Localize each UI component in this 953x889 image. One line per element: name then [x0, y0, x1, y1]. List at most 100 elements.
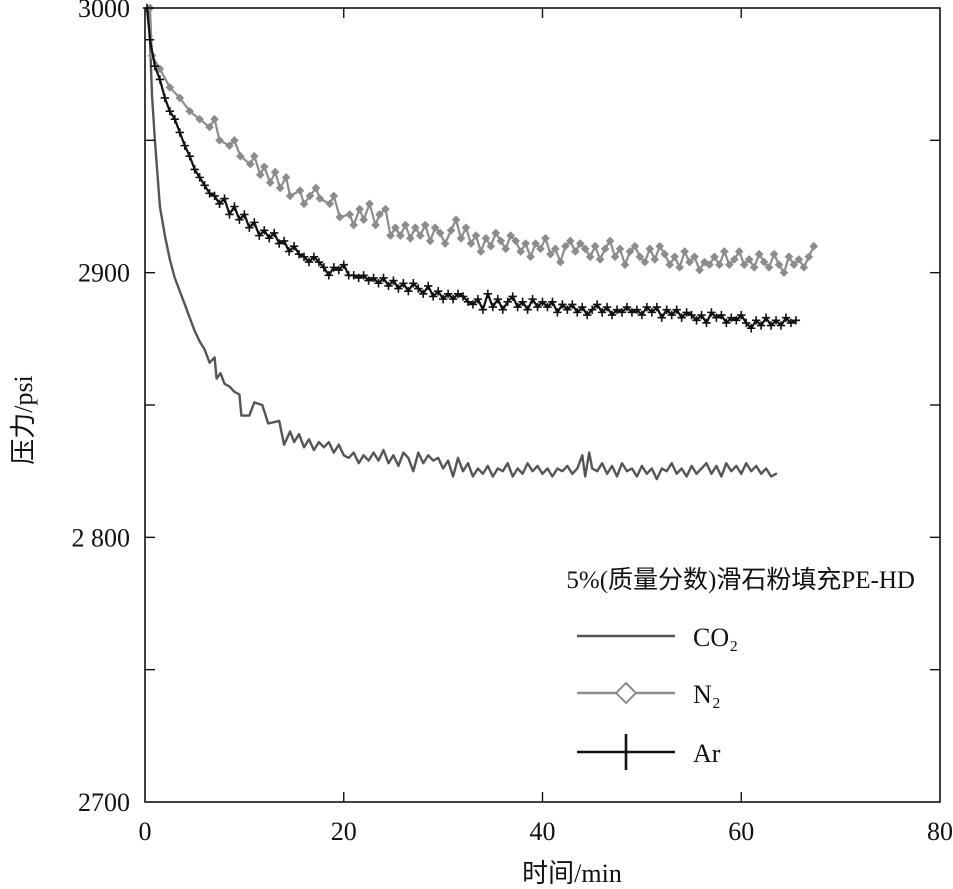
series-3-marker	[245, 223, 254, 232]
series-2-marker	[749, 263, 759, 272]
series-3-marker	[414, 284, 423, 293]
series-2-marker	[650, 255, 660, 264]
series-2-marker	[440, 239, 450, 248]
series-2-marker	[185, 106, 195, 116]
series-3-marker	[438, 294, 448, 304]
series-2-marker	[734, 247, 744, 256]
series-2-marker	[546, 249, 555, 259]
series-3-marker	[349, 271, 358, 280]
series-2-marker	[325, 199, 335, 209]
series-2-marker	[285, 191, 295, 201]
series-3-marker	[697, 310, 706, 320]
series-3-marker	[662, 305, 671, 314]
series-3-marker	[394, 284, 403, 293]
series-2-marker	[345, 210, 355, 219]
series-3-marker	[687, 310, 696, 320]
series-3-marker	[682, 308, 691, 317]
series-3-marker	[399, 279, 408, 288]
x-tick-label: 20	[331, 817, 357, 846]
series-2-marker	[195, 114, 204, 124]
series-3-marker	[260, 226, 269, 235]
series-2-marker	[305, 191, 315, 201]
series-2-marker	[506, 231, 516, 240]
series-3-marker	[384, 281, 393, 291]
series-2-marker	[580, 244, 590, 254]
series-3-marker	[448, 294, 458, 304]
series-3-marker	[543, 302, 552, 312]
series-2-marker	[630, 241, 640, 251]
series-2-marker	[270, 167, 280, 177]
series-2-marker	[620, 260, 630, 270]
series-2-marker	[430, 223, 440, 232]
series-3-marker	[463, 297, 473, 306]
series-3-marker	[563, 305, 572, 314]
series-3-marker	[508, 292, 517, 301]
series-3-marker	[205, 189, 214, 198]
series-3-marker	[732, 316, 741, 325]
series-3-marker	[359, 271, 368, 280]
series-3-marker	[265, 234, 274, 243]
series-3-marker	[478, 305, 488, 314]
series-2-marker	[511, 236, 520, 246]
series-3-marker	[225, 210, 234, 219]
series-2-marker	[541, 233, 550, 243]
series-3-marker	[329, 263, 339, 272]
y-tick-label: 2 800	[72, 523, 131, 552]
series-3-marker	[498, 305, 507, 314]
series-3-marker	[334, 265, 343, 275]
series-3-marker	[364, 276, 373, 285]
series-3-marker	[568, 300, 577, 309]
series-3-marker	[717, 310, 726, 320]
series-3-marker	[468, 300, 478, 309]
series-3-marker	[195, 173, 204, 182]
series-3-marker	[309, 252, 319, 261]
series-3-marker	[235, 215, 244, 224]
series-2-marker	[660, 249, 670, 259]
series-2-marker	[501, 244, 511, 254]
series-2-marker	[175, 93, 185, 103]
series-3-marker	[170, 114, 180, 124]
series-2-marker	[225, 141, 234, 150]
series-3-marker	[791, 316, 801, 325]
series-2-marker	[635, 252, 645, 262]
series-3-marker	[369, 273, 378, 283]
series-2-marker	[600, 244, 610, 254]
series-2-marker	[355, 204, 364, 214]
series-3-marker	[443, 289, 453, 299]
series-2-marker	[391, 223, 400, 232]
series-3-marker	[528, 294, 537, 304]
series-2-marker	[536, 244, 545, 254]
series-3-marker	[220, 194, 229, 203]
series-3-marker	[180, 141, 189, 150]
series-3-marker	[617, 308, 627, 317]
series-3-line	[145, 6, 797, 330]
series-2-marker	[705, 260, 714, 270]
series-3-marker	[746, 324, 756, 333]
series-2-marker	[476, 247, 486, 256]
legend-item: N₂	[577, 680, 721, 709]
series-3-marker	[493, 294, 502, 304]
series-3-marker	[200, 181, 209, 190]
series-2-marker	[471, 231, 481, 240]
series-3-marker	[538, 297, 547, 306]
series-2-marker	[491, 228, 501, 238]
series-3-marker	[573, 308, 582, 317]
legend-label: Ar	[693, 739, 721, 768]
y-tick-label: 2700	[78, 788, 130, 817]
series-3-marker	[642, 302, 652, 312]
series-3-marker	[299, 252, 309, 261]
x-tick-label: 60	[728, 817, 754, 846]
legend-label: CO₂	[693, 623, 738, 652]
series-2-marker	[381, 204, 390, 214]
series-3-marker	[175, 128, 184, 137]
series-3-marker	[712, 313, 721, 322]
y-tick-label: 3000	[78, 0, 130, 23]
x-axis-label: 时间/min	[522, 859, 622, 888]
series-2-marker	[329, 191, 339, 201]
legend-item: Ar	[577, 734, 721, 770]
series-2-marker	[215, 136, 224, 145]
series-2-marker	[531, 239, 540, 248]
series-2-marker	[281, 173, 291, 182]
series-3-marker	[553, 308, 562, 317]
series-2-marker	[556, 257, 565, 267]
